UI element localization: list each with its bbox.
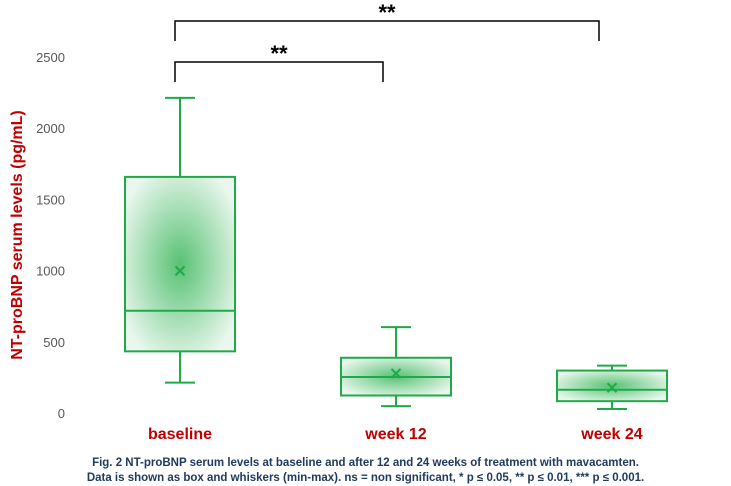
significance-label: ** bbox=[270, 41, 288, 66]
boxes bbox=[124, 96, 668, 411]
y-tick-label: 500 bbox=[43, 335, 65, 350]
category-label: week 24 bbox=[580, 426, 642, 443]
mean-marker bbox=[390, 368, 402, 379]
figure-caption-line-1: Fig. 2 NT-proBNP serum levels at baselin… bbox=[92, 457, 639, 469]
significance-bracket: ** bbox=[174, 0, 600, 41]
iqr-box bbox=[556, 369, 668, 403]
significance-brackets: ** ** bbox=[174, 0, 600, 82]
box-week-24 bbox=[556, 364, 668, 411]
y-tick-label: 1000 bbox=[36, 264, 65, 279]
significance-label: ** bbox=[378, 0, 396, 25]
bracket-line bbox=[174, 20, 600, 41]
y-tick-label: 2500 bbox=[36, 50, 65, 65]
y-tick-label: 0 bbox=[58, 406, 65, 421]
category-label: week 12 bbox=[364, 426, 426, 443]
y-tick-label: 2000 bbox=[36, 121, 65, 136]
y-tick-label: 1500 bbox=[36, 192, 65, 207]
bracket-line bbox=[174, 61, 384, 82]
x-axis-categories: baseline week 12 week 24 bbox=[148, 426, 643, 443]
significance-bracket: ** bbox=[174, 41, 384, 82]
figure-caption-line-2: Data is shown as box and whiskers (min-m… bbox=[86, 472, 645, 484]
box-week-12 bbox=[340, 326, 452, 408]
y-axis-label: NT-proBNP serum levels (pg/mL) bbox=[9, 110, 26, 360]
category-label: baseline bbox=[148, 426, 212, 443]
mean-marker bbox=[174, 265, 186, 277]
y-axis: 0 500 1000 1500 2000 2500 bbox=[36, 50, 65, 421]
box-baseline bbox=[124, 96, 236, 384]
mean-marker bbox=[606, 382, 618, 393]
iqr-box bbox=[124, 175, 236, 353]
